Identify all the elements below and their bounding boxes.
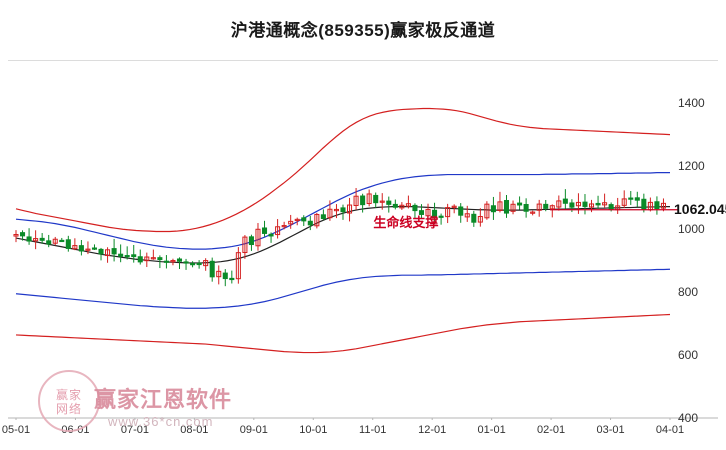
- chart-canvas: [8, 60, 718, 420]
- y-tick-label: 400: [678, 411, 699, 425]
- x-tick-label: 12-01: [418, 424, 447, 436]
- annotation-support-label: 生命线支撑: [373, 214, 439, 230]
- y-tick-label: 800: [678, 285, 699, 300]
- plot-area: [8, 60, 718, 420]
- y-tick-label: 1000: [678, 222, 705, 237]
- x-tick-label: 09-01: [239, 424, 268, 436]
- watermark-text: 赢家江恩软件: [94, 387, 233, 412]
- y-tick-label: 600: [678, 348, 699, 363]
- x-tick-label: 11-01: [359, 424, 387, 436]
- annotation-price-label: 1062.0457: [674, 200, 726, 217]
- x-tick-label: 07-01: [120, 424, 149, 436]
- watermark-url: www.36*cn.com: [108, 414, 214, 429]
- x-tick-label: 03-01: [596, 424, 625, 436]
- watermark: 赢家 网络 赢家江恩软件 www.36*cn.com: [38, 370, 298, 440]
- x-tick-label: 01-01: [477, 424, 506, 436]
- x-tick-label: 04-01: [655, 424, 685, 436]
- x-tick-label: 10-01: [299, 424, 328, 436]
- y-tick-label: 1400: [678, 96, 705, 111]
- x-tick-label: 02-01: [537, 424, 566, 436]
- chart-title: 沪港通概念(859355)赢家极反通道: [230, 21, 496, 40]
- y-tick-label: 1200: [678, 159, 705, 174]
- x-tick-label: 08-01: [180, 424, 209, 436]
- watermark-stamp: 赢家 网络: [38, 370, 100, 432]
- x-tick-label: 05-01: [1, 424, 31, 436]
